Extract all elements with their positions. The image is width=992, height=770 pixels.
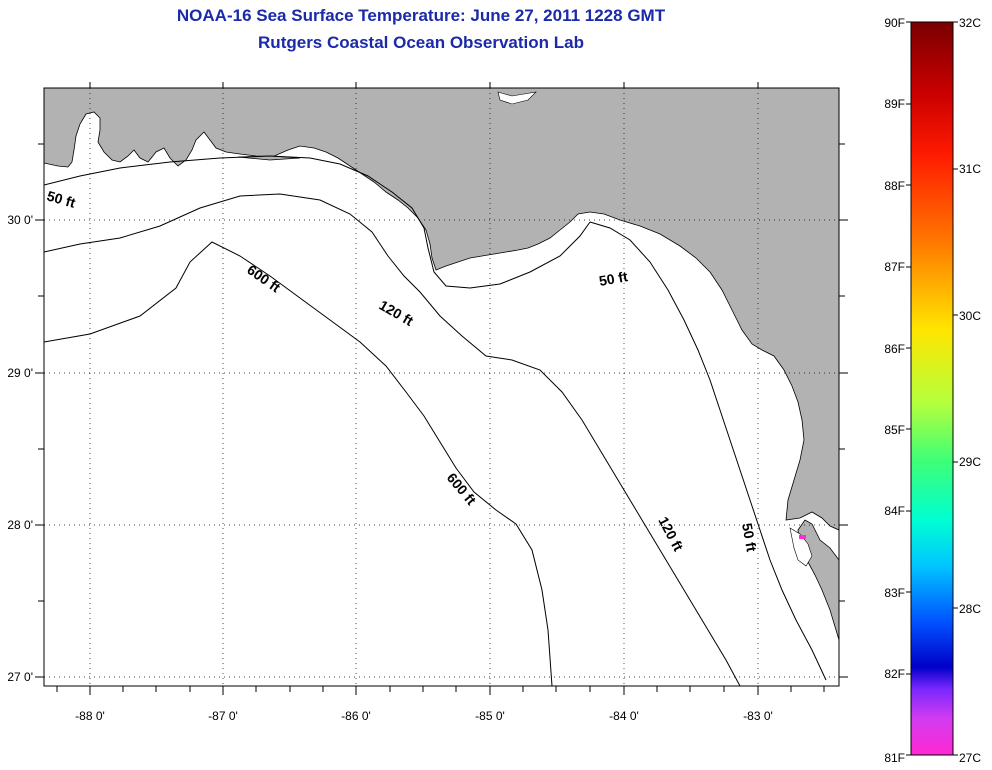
latitude-label: 28 0' — [7, 518, 33, 532]
colorbar-f-label: 85F — [884, 423, 905, 437]
colorbar-c-label: 32C — [959, 16, 981, 30]
latitude-label: 27 0' — [7, 670, 33, 684]
longitude-label: -87 0' — [208, 709, 238, 723]
colorbar-f-label: 87F — [884, 260, 905, 274]
map-subtitle: Rutgers Coastal Ocean Observation Lab — [258, 33, 584, 52]
temperature-colorbar — [910, 21, 954, 756]
colorbar-f-label: 84F — [884, 504, 905, 518]
colorbar-f-label: 82F — [884, 667, 905, 681]
contour-50ft-west — [44, 155, 591, 289]
map-title: NOAA-16 Sea Surface Temperature: June 27… — [176, 6, 666, 25]
colorbar-f-label: 86F — [884, 342, 905, 356]
axis-ticks — [35, 82, 848, 695]
colorbar-ticks — [906, 21, 958, 756]
longitude-label: -86 0' — [341, 709, 371, 723]
latitude-label: 30 0' — [7, 213, 33, 227]
colorbar-f-label: 83F — [884, 586, 905, 600]
colorbar-f-label: 88F — [884, 179, 905, 193]
colorbar-c-label: 29C — [959, 455, 981, 469]
colorbar-f-label: 89F — [884, 97, 905, 111]
longitude-label: -88 0' — [75, 709, 105, 723]
contour-label: 50 ft — [739, 522, 760, 553]
colorbar-c-label: 27C — [959, 751, 981, 765]
longitude-label: -83 0' — [743, 709, 773, 723]
colorbar-f-label: 81F — [884, 751, 905, 765]
contour-120ft — [44, 193, 741, 686]
map-frame — [43, 87, 840, 687]
colorbar-c-label: 31C — [959, 162, 981, 176]
longitude-label: -84 0' — [609, 709, 639, 723]
sst-pixel — [799, 535, 806, 539]
lake-okeechobee-area — [497, 91, 537, 105]
longitude-label: -85 0' — [475, 709, 505, 723]
contour-50ft-east — [589, 221, 827, 681]
colorbar-f-label: 90F — [884, 16, 905, 30]
colorbar-c-label: 30C — [959, 309, 981, 323]
contour-label: 50 ft — [598, 268, 629, 289]
colorbar-c-label: 28C — [959, 602, 981, 616]
contour-600ft — [44, 241, 553, 686]
latitude-label: 29 0' — [7, 366, 33, 380]
contour-label: 50 ft — [45, 188, 77, 211]
